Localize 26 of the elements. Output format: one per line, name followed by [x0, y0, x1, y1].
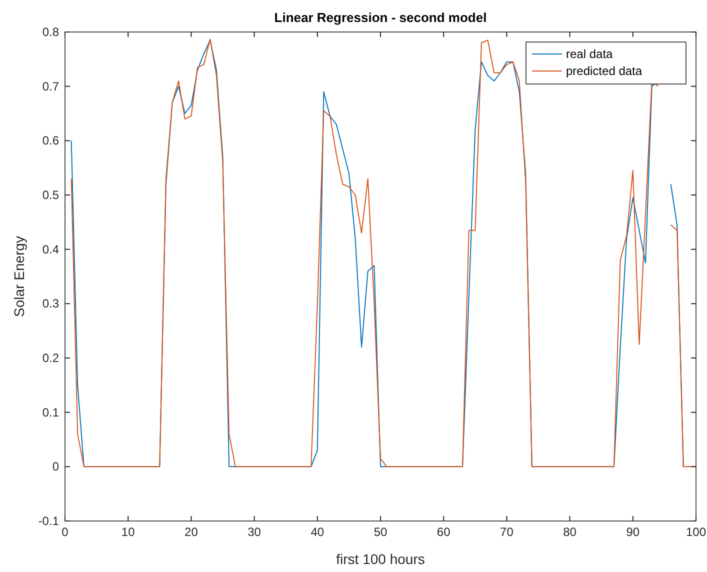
y-tick-label: 0	[52, 460, 60, 474]
x-tick-label: 0	[62, 525, 69, 539]
x-tick-label: 30	[248, 525, 262, 539]
y-axis-title: Solar Energy	[11, 236, 27, 317]
y-tick-label: 0.4	[42, 242, 60, 256]
y-tick-label: 0.5	[42, 188, 60, 202]
x-tick-label: 100	[686, 525, 706, 539]
x-tick-label: 70	[500, 525, 514, 539]
y-tick-label: 0.7	[42, 79, 60, 94]
chart-title: Linear Regression - second model	[274, 10, 487, 25]
legend-label: predicted data	[566, 64, 642, 78]
x-axis-title: first 100 hours	[336, 551, 425, 567]
y-tick-label: 0.2	[42, 351, 60, 365]
x-tick-label: 80	[563, 525, 577, 539]
x-tick-label: 10	[121, 525, 136, 539]
x-tick-label: 60	[436, 525, 451, 539]
y-tick-label: 0.8	[42, 25, 60, 39]
x-tick-label: 90	[626, 525, 640, 539]
y-tick-label: 0.3	[42, 296, 60, 311]
y-tick-label: -0.1	[38, 514, 60, 528]
x-tick-label: 20	[184, 525, 198, 539]
y-tick-label: 0.6	[42, 134, 60, 148]
legend-label: real data	[566, 47, 614, 61]
x-tick-label: 50	[374, 525, 388, 539]
x-tick-label: 40	[310, 525, 324, 539]
y-tick-label: 0.1	[42, 405, 60, 420]
